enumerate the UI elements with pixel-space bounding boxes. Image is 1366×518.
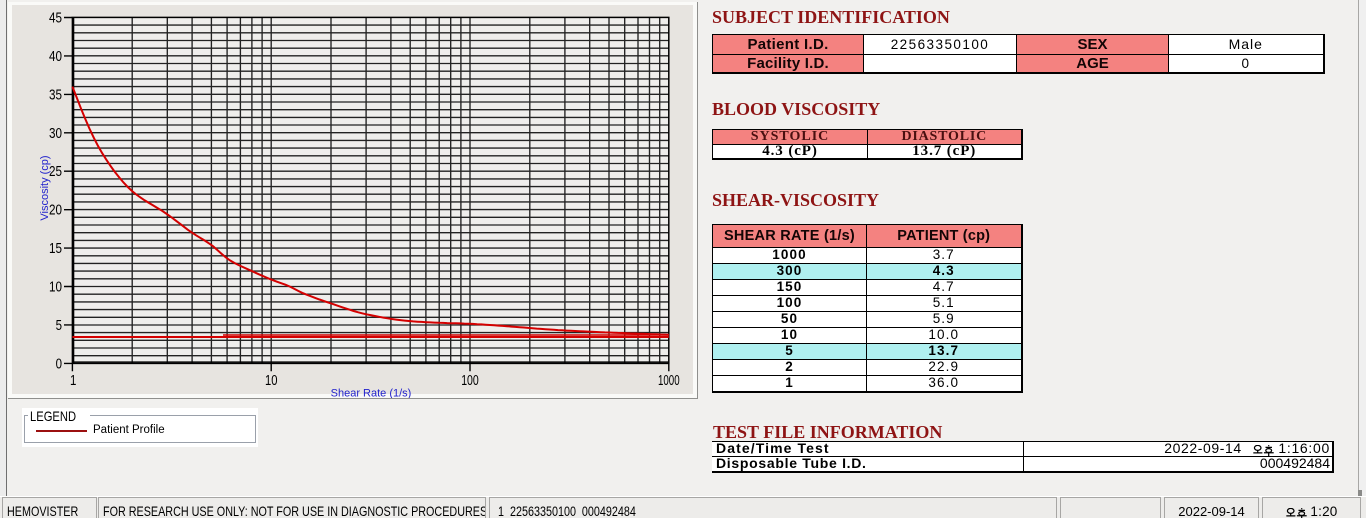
svg-text:10: 10 — [265, 373, 278, 389]
svg-text:1: 1 — [70, 373, 76, 389]
svg-text:1000: 1000 — [658, 373, 680, 389]
svg-text:Viscosity (cp): Viscosity (cp) — [39, 155, 51, 220]
svg-text:Shear Rate (1/s): Shear Rate (1/s) — [331, 388, 412, 399]
svg-text:5: 5 — [56, 318, 62, 334]
svg-text:45: 45 — [49, 11, 62, 27]
svg-text:0: 0 — [56, 356, 62, 372]
svg-text:15: 15 — [49, 241, 62, 257]
svg-text:40: 40 — [49, 49, 62, 65]
svg-text:25: 25 — [49, 164, 62, 180]
svg-text:100: 100 — [461, 373, 479, 389]
svg-text:20: 20 — [49, 203, 62, 219]
svg-text:30: 30 — [49, 126, 62, 142]
svg-text:35: 35 — [49, 87, 62, 103]
svg-text:10: 10 — [49, 280, 62, 296]
